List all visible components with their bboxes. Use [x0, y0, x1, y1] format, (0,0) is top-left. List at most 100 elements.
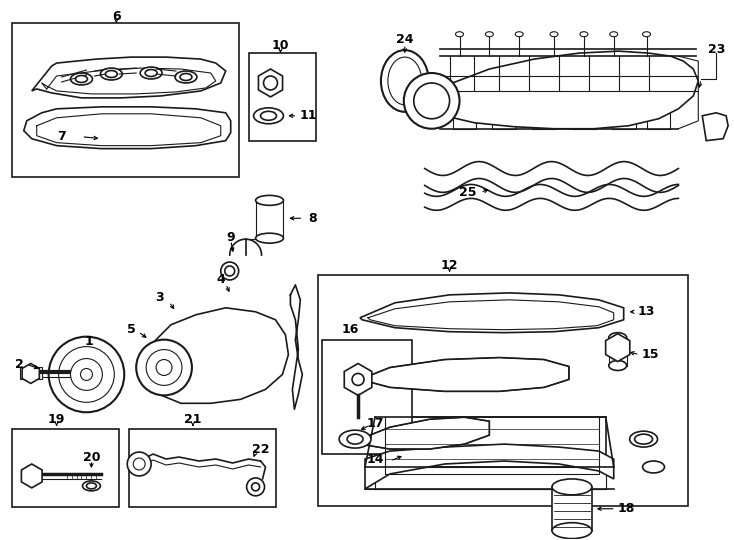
Polygon shape [344, 363, 372, 395]
Text: 24: 24 [396, 33, 413, 46]
Polygon shape [258, 69, 283, 97]
Text: 20: 20 [83, 450, 100, 463]
Ellipse shape [388, 57, 422, 105]
Bar [453, 113, 476, 129]
Polygon shape [360, 357, 569, 392]
Ellipse shape [140, 67, 162, 79]
Polygon shape [32, 57, 226, 98]
Circle shape [247, 478, 264, 496]
Circle shape [225, 266, 235, 276]
Ellipse shape [253, 108, 283, 124]
Text: 21: 21 [184, 413, 202, 426]
Ellipse shape [82, 481, 101, 491]
Circle shape [404, 73, 459, 129]
Circle shape [414, 83, 449, 119]
Text: 5: 5 [127, 323, 136, 336]
Polygon shape [360, 293, 624, 333]
Ellipse shape [339, 430, 371, 448]
Text: 18: 18 [618, 502, 636, 515]
Circle shape [81, 368, 92, 380]
Ellipse shape [515, 32, 523, 37]
Bar [255, 200, 283, 238]
Circle shape [70, 359, 102, 390]
Ellipse shape [642, 32, 650, 37]
Text: 13: 13 [638, 305, 655, 318]
Polygon shape [702, 113, 728, 140]
Bar [375, 467, 606, 489]
Text: 23: 23 [708, 43, 725, 56]
Ellipse shape [552, 479, 592, 495]
Bar [532, 113, 556, 129]
Text: 7: 7 [57, 130, 66, 143]
Text: 9: 9 [226, 231, 235, 244]
Bar [493, 113, 516, 129]
Ellipse shape [381, 50, 429, 112]
Circle shape [146, 349, 182, 386]
Ellipse shape [456, 32, 463, 37]
Ellipse shape [180, 73, 192, 80]
Ellipse shape [145, 70, 157, 77]
Ellipse shape [261, 111, 277, 120]
Text: 12: 12 [441, 259, 458, 272]
Text: 6: 6 [112, 10, 120, 23]
Ellipse shape [635, 434, 653, 444]
Bar [20, 368, 42, 380]
Bar [608, 338, 627, 366]
Ellipse shape [580, 32, 588, 37]
Text: 2: 2 [15, 358, 24, 371]
Circle shape [252, 483, 260, 491]
Polygon shape [365, 444, 614, 489]
Text: 8: 8 [308, 212, 316, 225]
Text: 22: 22 [252, 443, 269, 456]
Bar [375, 417, 606, 467]
Ellipse shape [608, 361, 627, 370]
Ellipse shape [70, 73, 92, 85]
Polygon shape [141, 308, 288, 403]
Ellipse shape [76, 76, 87, 83]
Circle shape [221, 262, 239, 280]
Text: 25: 25 [459, 186, 476, 199]
Circle shape [264, 76, 277, 90]
Text: 16: 16 [341, 323, 359, 336]
Polygon shape [606, 334, 630, 361]
Text: 1: 1 [84, 335, 92, 348]
Text: 15: 15 [642, 348, 659, 361]
Bar [12, 429, 120, 507]
Polygon shape [21, 464, 42, 488]
Bar [249, 53, 316, 140]
Circle shape [352, 374, 364, 386]
Text: 14: 14 [366, 453, 384, 465]
Ellipse shape [630, 431, 658, 447]
Text: 17: 17 [366, 417, 384, 430]
Ellipse shape [610, 32, 618, 37]
Polygon shape [360, 417, 490, 449]
Text: 3: 3 [155, 292, 164, 305]
Bar [647, 113, 670, 129]
Ellipse shape [175, 71, 197, 83]
Text: 19: 19 [48, 413, 65, 426]
Circle shape [156, 360, 172, 375]
Ellipse shape [485, 32, 493, 37]
Bar [129, 429, 277, 507]
Ellipse shape [552, 523, 592, 538]
Ellipse shape [255, 195, 283, 205]
Ellipse shape [347, 434, 363, 444]
Bar [611, 113, 636, 129]
Circle shape [48, 336, 124, 412]
Polygon shape [22, 363, 40, 383]
Bar [319, 275, 688, 506]
Ellipse shape [255, 233, 283, 243]
Bar [552, 487, 592, 531]
Text: 10: 10 [272, 39, 289, 52]
Polygon shape [23, 107, 230, 148]
Ellipse shape [550, 32, 558, 37]
Circle shape [133, 458, 145, 470]
Ellipse shape [87, 483, 96, 489]
Ellipse shape [106, 71, 117, 78]
Ellipse shape [642, 461, 664, 473]
Polygon shape [418, 51, 698, 129]
Text: 4: 4 [217, 273, 225, 286]
Ellipse shape [608, 333, 627, 342]
Circle shape [137, 340, 192, 395]
Circle shape [59, 347, 115, 402]
